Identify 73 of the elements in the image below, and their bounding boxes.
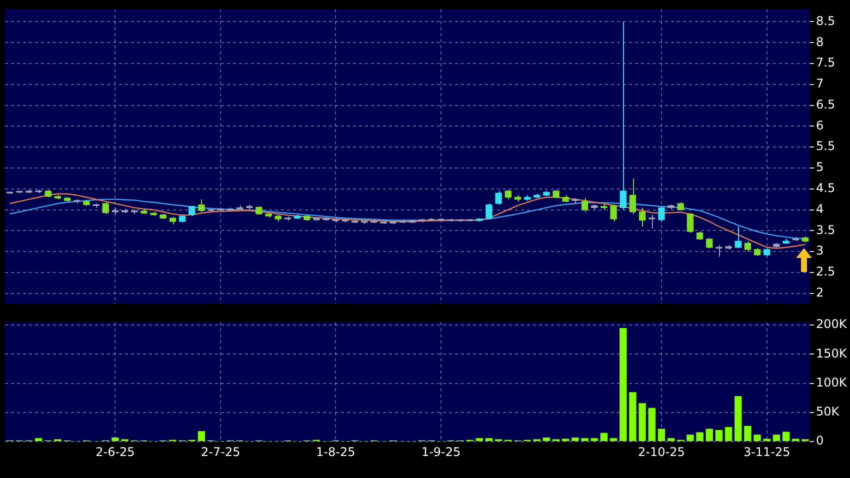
bar [754,434,761,442]
candlestick [686,212,694,234]
y-tick-label: 8.5 [816,14,836,28]
candlestick [620,21,626,210]
y-tick-label: 4.5 [816,181,836,196]
bar [782,432,790,442]
candlestick [504,189,512,200]
bar [629,392,636,442]
bar [590,438,598,442]
x-tick-label: 2-6-25 [96,444,135,459]
candlestick [198,198,205,212]
bar [724,427,732,442]
y-tick-label: 3.5 [816,222,836,237]
x-tick-label: 2-10-25 [638,444,685,459]
bar [198,431,206,442]
bar [772,434,780,442]
y-tick-label: 5 [816,160,824,174]
y-tick-label: 3 [816,244,824,258]
bar [638,403,646,442]
bar [542,438,550,442]
candlestick [581,198,588,212]
x-tick-label: 1-9-25 [421,444,461,459]
y-tick-label: 200K [816,317,848,332]
bar [600,432,608,442]
bar [572,438,579,442]
bar [715,430,723,442]
candlestick [716,244,722,258]
bar [485,438,493,442]
candlestick [629,178,636,214]
candlestick [495,190,502,206]
candlestick [734,226,742,249]
y-tick-label: 50K [816,404,840,419]
bar [792,438,800,442]
candlestick [610,204,617,222]
candlestick [706,238,713,249]
x-tick-label: 2-7-25 [201,444,240,459]
bar [686,434,694,442]
y-tick-label: 6 [816,118,824,132]
y-tick-label: 100K [816,375,848,390]
bar [610,438,618,442]
bar [581,438,588,442]
bar [562,438,570,442]
candlestick [648,214,656,230]
x-tick-label: 3-11-25 [743,444,790,459]
x-tick-label: 1-8-25 [316,444,356,459]
bar [763,438,770,442]
y-tick-label: 4 [816,202,824,216]
y-tick-label: 6.5 [816,97,836,112]
y-tick-label: 0 [816,434,824,448]
y-tick-label: 2 [816,285,824,300]
candlestick [638,207,646,227]
bar [706,428,713,442]
bar [696,432,704,442]
bar [620,328,627,442]
y-tick-label: 8 [816,34,824,49]
bar [658,428,666,442]
y-tick-label: 150K [816,346,848,360]
y-tick-label: 2.5 [816,264,836,279]
bar [667,438,675,442]
candlestick [658,206,665,222]
candlestick [744,240,752,252]
candlestick [102,202,109,214]
candlestick [486,203,492,220]
bar [34,438,42,442]
bar [476,438,483,442]
candlestick [188,205,196,217]
y-tick-label: 5.5 [816,139,836,154]
y-tick-label: 7 [816,76,824,91]
bar [112,438,119,442]
bar [744,426,752,442]
bar [734,396,742,442]
y-tick-label: 7.5 [816,56,836,70]
bar [648,408,656,442]
